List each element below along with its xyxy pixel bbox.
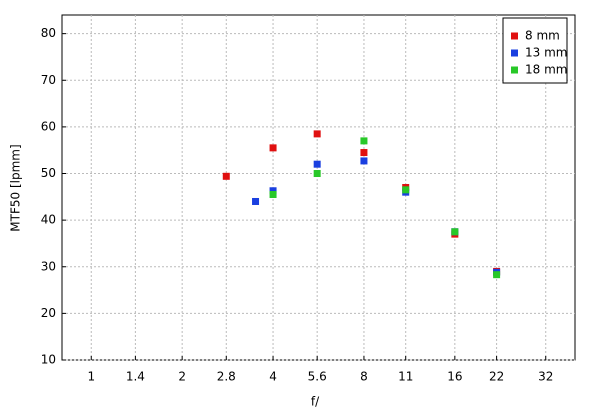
x-tick-label: 32 [538,370,553,384]
point [313,170,321,178]
point [269,144,277,152]
grid [62,15,575,361]
y-tick-label: 20 [41,306,56,320]
x-tick-label: 11 [398,370,413,384]
y-tick-label: 60 [41,119,56,133]
y-tick-label: 50 [41,166,56,180]
x-tick-label: 2.8 [217,370,236,384]
point [360,137,368,145]
point [313,130,321,138]
point [222,172,230,180]
point [360,157,368,165]
x-tick-label: 5.6 [308,370,327,384]
x-axis-label: f/ [311,395,320,409]
legend-label: 8 mm [525,29,560,43]
y-tick-label: 10 [41,353,56,367]
x-tick-label: 1.4 [126,370,145,384]
x-tick-label: 8 [360,370,368,384]
x-tick-label: 22 [489,370,504,384]
legend-swatch [511,66,518,74]
plot-frame [61,14,576,361]
x-tick-label: 2 [178,370,186,384]
x-tick-label: 1 [87,370,95,384]
point [313,160,321,168]
x-tick-label: 4 [269,370,277,384]
y-axis-label: MTF50 [lpmm] [9,144,23,231]
y-tick-label: 70 [41,73,56,87]
point [269,187,277,195]
point [360,149,368,157]
legend-swatch [511,49,518,57]
y-tick-label: 30 [41,259,56,273]
marks [222,130,501,279]
legend-swatch [511,32,518,40]
point [493,271,501,279]
x-tick-label: 16 [447,370,462,384]
point [269,190,277,198]
y-tick-label: 80 [41,26,56,40]
legend-label: 13 mm [525,46,567,60]
point [402,186,410,194]
point [252,197,260,205]
point [451,228,459,236]
legend-label: 18 mm [525,63,567,77]
y-tick-label: 40 [41,213,56,227]
